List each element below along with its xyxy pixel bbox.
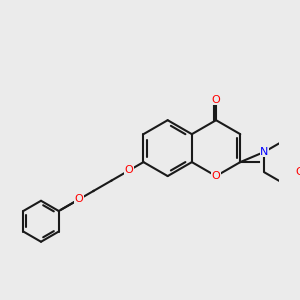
Text: O: O	[124, 166, 133, 176]
Text: O: O	[212, 171, 220, 181]
Text: O: O	[212, 95, 220, 105]
Text: N: N	[260, 147, 269, 157]
Text: O: O	[75, 194, 83, 204]
Text: O: O	[296, 167, 300, 177]
